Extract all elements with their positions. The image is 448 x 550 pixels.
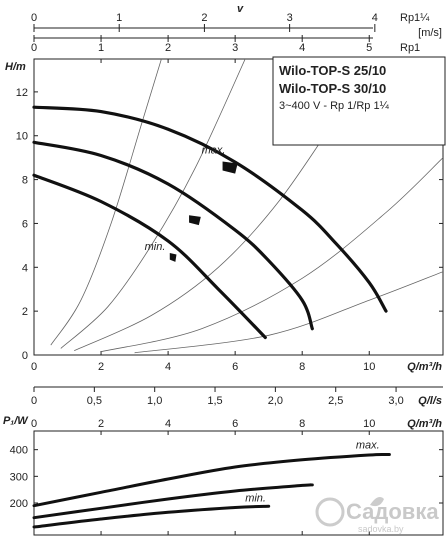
lps-tick-label: 1,5 <box>207 395 222 407</box>
operating-marker <box>189 215 201 226</box>
power-y-tick-label: 200 <box>10 498 28 510</box>
power-annotation-max: max. <box>356 439 380 451</box>
lps-tick-label: 2,0 <box>268 395 283 407</box>
head-curve-1 <box>32 105 388 313</box>
lps-tick-label: 0,5 <box>87 395 102 407</box>
watermark-gear-icon <box>315 497 345 527</box>
main-x-tick-label: 4 <box>165 361 171 373</box>
main-annotation-min: min. <box>145 241 166 253</box>
main-plot-frame <box>33 58 444 356</box>
main-x-tick-label: 8 <box>299 361 305 373</box>
main-y-axis-title: H/m <box>5 61 26 73</box>
velocity-unit-label: [m/s] <box>418 27 442 39</box>
scale-rp1-tick-label: 5 <box>366 42 372 54</box>
main-y-tick-label: 8 <box>22 175 28 187</box>
head-curve-3 <box>32 173 267 340</box>
lps-tick-label: 2,5 <box>328 395 343 407</box>
scale-rp1-tick-label: 3 <box>232 42 238 54</box>
efficiency-curves <box>50 59 443 354</box>
efficiency-curve <box>50 59 162 346</box>
power-curve-2 <box>32 483 314 520</box>
lps-axis-title: Q/l/s <box>418 395 442 407</box>
operating-marker <box>169 253 177 262</box>
main-x-tick-label: 6 <box>232 361 238 373</box>
power-y-axis-title: P₁/W <box>3 415 29 427</box>
scale-rp114-tick-label: 3 <box>287 12 293 24</box>
power-x-tick-label: 2 <box>98 418 104 430</box>
power-x-tick-label: 8 <box>299 418 305 430</box>
head-flow-chart: 0 2 4 6 8 10 0 2 4 6 8 10 12 H/m Q/m³/h max. min. <box>5 58 444 373</box>
head-curve-2 <box>32 140 314 331</box>
power-x-axis-title: Q/m³/h <box>407 418 442 430</box>
lps-tick-label: 0 <box>31 395 37 407</box>
main-x-tick-label: 2 <box>98 361 104 373</box>
watermark-logo: Садовка sadovka.by <box>315 497 439 534</box>
main-y-tick-label: 4 <box>22 262 28 274</box>
main-annotation-max: max. <box>202 144 226 156</box>
watermark-text: Садовка <box>346 499 439 524</box>
scale-rp1-tick-label: 2 <box>165 42 171 54</box>
operating-marker <box>222 161 238 174</box>
info-box-frame <box>272 56 446 146</box>
power-curve-3 <box>32 504 271 529</box>
power-x-tick-label: 0 <box>31 418 37 430</box>
scale-rp114-unit: Rp1¼ <box>400 12 430 24</box>
main-y-tick-label: 0 <box>22 350 28 362</box>
power-x-tick-label: 6 <box>232 418 238 430</box>
main-y-tick-label: 10 <box>16 131 28 143</box>
scale-rp1-tick-label: 0 <box>31 42 37 54</box>
power-y-tick-label: 400 <box>10 445 28 457</box>
scale-rp114-tick-label: 2 <box>201 12 207 24</box>
model-info-box: Wilo-TOP-S 25/10 Wilo-TOP-S 30/10 3~400 … <box>272 56 446 146</box>
power-annotation-min: min. <box>245 493 266 505</box>
main-x-tick-label: 0 <box>31 361 37 373</box>
main-x-tick-label: 10 <box>363 361 375 373</box>
scale-rp114-tick-label: 1 <box>116 12 122 24</box>
main-y-tick-label: 12 <box>16 87 28 99</box>
efficiency-curve <box>100 157 443 353</box>
efficiency-curve <box>60 59 246 349</box>
info-box-line1: Wilo-TOP-S 25/10 <box>279 63 386 78</box>
lps-tick-label: 3,0 <box>388 395 403 407</box>
info-box-line3: 3~400 V - Rp 1/Rp 1¼ <box>279 100 390 112</box>
power-curve-1 <box>32 452 391 508</box>
main-x-axis-title: Q/m³/h <box>407 361 442 373</box>
scale-rp114-tick-label: 4 <box>372 12 378 24</box>
power-y-tick-label: 300 <box>10 471 28 483</box>
power-x-tick-label: 4 <box>165 418 171 430</box>
main-y-tick-label: 2 <box>22 306 28 318</box>
power-x-tick-label: 10 <box>363 418 375 430</box>
scale-rp1-tick-label: 4 <box>299 42 305 54</box>
power-plot-frame <box>33 430 444 536</box>
info-box-line2: Wilo-TOP-S 30/10 <box>279 81 386 96</box>
power-flow-chart: 0 2 4 6 8 10 200 300 400 P₁/W Q/m³/h max. min. <box>3 415 444 536</box>
efficiency-curve <box>134 271 443 354</box>
scale-rp1-unit: Rp1 <box>400 42 420 54</box>
main-y-tick-label: 6 <box>22 218 28 230</box>
scale-rp1-tick-label: 1 <box>98 42 104 54</box>
flow-litres-axis: 0 0,5 1,0 1,5 2,0 2,5 3,0 Q/l/s <box>31 386 443 407</box>
lps-tick-label: 1,0 <box>147 395 162 407</box>
velocity-scale-header: v 0 1 2 3 4 Rp1¼ [m/s] 0 1 2 3 4 5 Rp1 <box>31 3 442 54</box>
scale-rp114-tick-label: 0 <box>31 12 37 24</box>
velocity-symbol-label: v <box>237 3 244 15</box>
watermark-leaf-icon <box>370 497 384 507</box>
watermark-sub: sadovka.by <box>358 524 404 534</box>
